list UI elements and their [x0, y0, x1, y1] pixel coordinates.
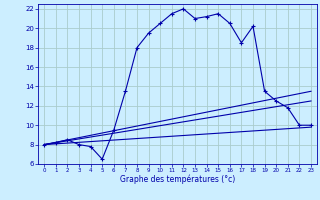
- X-axis label: Graphe des températures (°c): Graphe des températures (°c): [120, 175, 235, 184]
